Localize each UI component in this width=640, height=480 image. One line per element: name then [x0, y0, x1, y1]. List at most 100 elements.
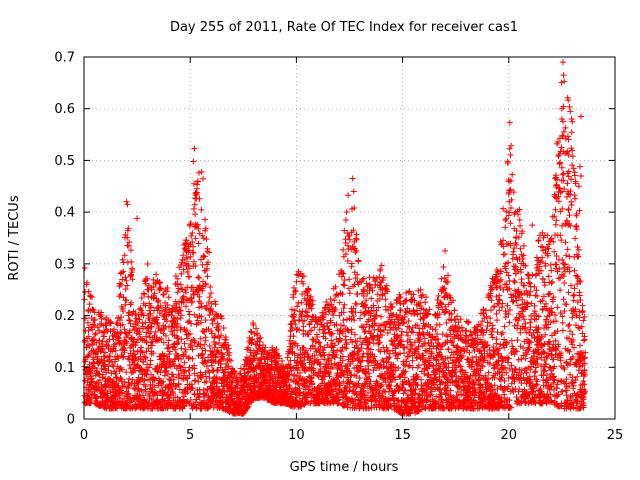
data-point [120, 383, 127, 390]
data-point [136, 329, 143, 336]
data-point [127, 247, 134, 254]
data-point [112, 358, 119, 365]
data-point [98, 356, 105, 363]
data-point [103, 321, 110, 328]
data-point [84, 319, 91, 326]
data-point [120, 353, 127, 360]
data-point [127, 394, 134, 401]
data-point [115, 334, 122, 341]
data-point [82, 377, 89, 384]
data-point [115, 355, 122, 362]
data-point [142, 280, 149, 287]
data-point [85, 288, 92, 295]
data-point [107, 320, 114, 327]
data-point [120, 344, 127, 351]
data-point [85, 333, 92, 340]
data-point [141, 291, 148, 298]
data-point [143, 339, 150, 346]
data-point [86, 361, 93, 368]
data-point [81, 296, 88, 303]
data-point [125, 225, 132, 232]
data-point [119, 389, 126, 396]
data-point [84, 368, 91, 375]
data-point [133, 315, 140, 322]
data-point [142, 383, 149, 390]
data-point [121, 347, 128, 354]
data-point [119, 399, 126, 406]
data-point [97, 377, 104, 384]
data-point [129, 267, 136, 274]
data-point [106, 375, 113, 382]
data-point [123, 369, 130, 376]
data-point [87, 388, 94, 395]
data-point [126, 362, 133, 369]
data-point [132, 367, 139, 374]
data-point [101, 357, 108, 364]
data-point [113, 374, 120, 381]
data-point [88, 398, 95, 405]
data-point [105, 342, 112, 349]
chart-title: Day 255 of 2011, Rate Of TEC Index for r… [170, 20, 518, 35]
data-point [118, 378, 125, 385]
data-point [89, 326, 96, 333]
data-point [107, 353, 114, 360]
data-point [136, 316, 143, 323]
data-point [86, 301, 93, 308]
data-point [135, 378, 142, 385]
data-point [109, 361, 116, 368]
data-point [138, 387, 145, 394]
data-point [142, 354, 149, 361]
data-point [136, 306, 143, 313]
data-point [86, 342, 93, 349]
data-point [125, 310, 132, 317]
data-point [138, 348, 145, 355]
data-point [139, 310, 146, 317]
data-point [139, 392, 146, 399]
data-point [128, 258, 135, 265]
data-point [91, 322, 98, 329]
data-point [144, 261, 151, 268]
data-point [85, 352, 92, 359]
data-point [122, 274, 129, 281]
data-point [140, 323, 147, 330]
data-point [94, 353, 101, 360]
data-point [92, 364, 99, 371]
data-point [84, 279, 91, 286]
data-point [112, 347, 119, 354]
data-point [122, 286, 129, 293]
data-point [120, 268, 127, 275]
data-point [117, 281, 124, 288]
data-point [113, 405, 120, 412]
data-point [98, 381, 105, 388]
data-point [138, 294, 145, 301]
data-point [91, 316, 98, 323]
data-point [110, 326, 117, 333]
data-point [145, 364, 152, 371]
data-point [128, 398, 135, 405]
data-point [142, 355, 149, 362]
data-point [128, 369, 135, 376]
data-point [126, 375, 133, 382]
data-points [81, 59, 589, 417]
data-point [120, 395, 127, 402]
data-point [144, 275, 151, 282]
data-point [116, 280, 123, 287]
data-point [124, 282, 131, 289]
data-point [94, 324, 101, 331]
data-point [125, 353, 132, 360]
data-point [132, 342, 139, 349]
data-point [117, 395, 124, 402]
data-point [117, 375, 124, 382]
data-point [121, 252, 128, 259]
data-point [83, 344, 90, 351]
data-point [127, 320, 134, 327]
data-point [102, 322, 109, 329]
data-point [126, 239, 133, 246]
data-point [125, 379, 132, 386]
data-point [119, 366, 126, 373]
data-point [143, 329, 150, 336]
data-point [119, 256, 126, 263]
data-point [133, 382, 140, 389]
data-point [109, 348, 116, 355]
data-point [123, 297, 130, 304]
